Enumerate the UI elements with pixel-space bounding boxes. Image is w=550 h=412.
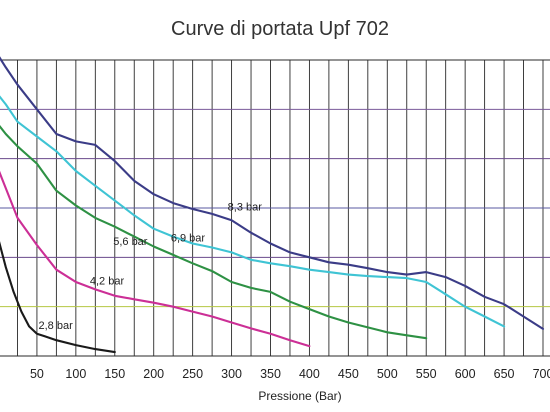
tick-layer: 50 100 150 200 250 300 350 400 450 500 550 600 650 70… (30, 367, 550, 381)
x-tick-label: 150 (104, 367, 125, 381)
x-tick-label: 400 (299, 367, 320, 381)
x-tick-label: 100 (65, 367, 86, 381)
series-line-2 (0, 124, 428, 340)
x-tick-label: 650 (494, 367, 515, 381)
x-tick-label: 300 (221, 367, 242, 381)
series-line-1 (0, 170, 311, 348)
x-tick-label: 200 (143, 367, 164, 381)
x-axis-label: Pressione (Bar) (258, 389, 341, 403)
x-tick-label: 500 (377, 367, 398, 381)
x-tick-label: 700 (533, 367, 550, 381)
series-label-0: 2,8 bar (38, 320, 73, 332)
x-tick-label: 250 (182, 367, 203, 381)
x-tick-label: 550 (416, 367, 437, 381)
series-label-4: 8,3 bar (228, 201, 263, 213)
x-tick-label: 50 (30, 367, 44, 381)
series-label-1: 4,2 bar (90, 275, 125, 287)
series-layer (0, 56, 545, 354)
grid-layer (0, 59, 550, 357)
x-tick-label: 350 (260, 367, 281, 381)
x-tick-label: 450 (338, 367, 359, 381)
series-label-2: 5,6 bar (113, 236, 148, 248)
label-layer: 2,8 bar 4,2 bar 5,6 bar 6,9 bar 8,3 bar (38, 201, 262, 331)
x-tick-label: 600 (455, 367, 476, 381)
series-line-0 (0, 241, 116, 354)
series-line-4 (0, 56, 545, 330)
series-label-3: 6,9 bar (171, 233, 206, 245)
chart-title: Curve di portata Upf 702 (171, 18, 389, 40)
series-line-3 (0, 95, 506, 328)
